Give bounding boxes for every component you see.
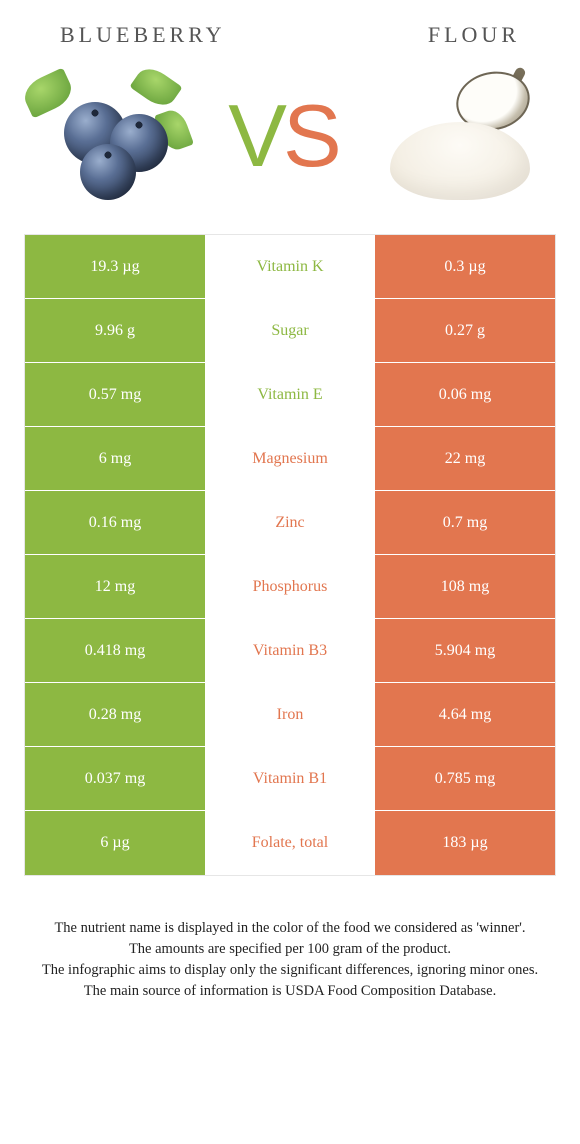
nutrient-row: 9.96 gSugar0.27 g <box>25 299 555 363</box>
left-value-cell: 19.3 µg <box>25 235 205 298</box>
footnote-line: The infographic aims to display only the… <box>24 960 556 981</box>
right-value-cell: 0.3 µg <box>375 235 555 298</box>
right-value-cell: 0.27 g <box>375 299 555 362</box>
nutrient-row: 0.16 mgZinc0.7 mg <box>25 491 555 555</box>
nutrient-row: 0.037 mgVitamin B10.785 mg <box>25 747 555 811</box>
right-food-title: FLOUR <box>428 22 520 48</box>
nutrient-label-cell: Phosphorus <box>205 555 375 618</box>
right-value-cell: 5.904 mg <box>375 619 555 682</box>
right-value-cell: 0.06 mg <box>375 363 555 426</box>
hero-section: V S <box>0 58 580 234</box>
nutrient-row: 0.28 mgIron4.64 mg <box>25 683 555 747</box>
nutrient-label-cell: Magnesium <box>205 427 375 490</box>
blueberry-illustration <box>18 66 198 206</box>
right-value-cell: 108 mg <box>375 555 555 618</box>
footnote-line: The nutrient name is displayed in the co… <box>24 918 556 939</box>
left-value-cell: 12 mg <box>25 555 205 618</box>
nutrient-label-cell: Vitamin K <box>205 235 375 298</box>
nutrient-comparison-table: 19.3 µgVitamin K0.3 µg9.96 gSugar0.27 g0… <box>24 234 556 876</box>
flour-illustration <box>368 66 548 206</box>
nutrient-label-cell: Vitamin B1 <box>205 747 375 810</box>
nutrient-row: 6 µgFolate, total183 µg <box>25 811 555 875</box>
left-value-cell: 9.96 g <box>25 299 205 362</box>
vs-letter-s: S <box>283 92 338 180</box>
right-value-cell: 0.7 mg <box>375 491 555 554</box>
right-value-cell: 4.64 mg <box>375 683 555 746</box>
right-value-cell: 0.785 mg <box>375 747 555 810</box>
left-value-cell: 0.57 mg <box>25 363 205 426</box>
left-value-cell: 6 mg <box>25 427 205 490</box>
footnote-line: The main source of information is USDA F… <box>24 981 556 1002</box>
left-value-cell: 0.037 mg <box>25 747 205 810</box>
left-value-cell: 0.418 mg <box>25 619 205 682</box>
right-value-cell: 22 mg <box>375 427 555 490</box>
nutrient-label-cell: Iron <box>205 683 375 746</box>
nutrient-label-cell: Vitamin B3 <box>205 619 375 682</box>
nutrient-row: 19.3 µgVitamin K0.3 µg <box>25 235 555 299</box>
left-value-cell: 6 µg <box>25 811 205 875</box>
vs-label: V S <box>228 92 337 180</box>
nutrient-row: 0.418 mgVitamin B35.904 mg <box>25 619 555 683</box>
nutrient-label-cell: Vitamin E <box>205 363 375 426</box>
left-food-title: BLUEBERRY <box>60 22 226 48</box>
nutrient-row: 6 mgMagnesium22 mg <box>25 427 555 491</box>
nutrient-row: 12 mgPhosphorus108 mg <box>25 555 555 619</box>
left-value-cell: 0.28 mg <box>25 683 205 746</box>
right-value-cell: 183 µg <box>375 811 555 875</box>
vs-letter-v: V <box>228 92 283 180</box>
footnote-line: The amounts are specified per 100 gram o… <box>24 939 556 960</box>
nutrient-label-cell: Sugar <box>205 299 375 362</box>
header-row: BLUEBERRY FLOUR <box>0 0 580 58</box>
footnote-block: The nutrient name is displayed in the co… <box>24 918 556 1002</box>
nutrient-label-cell: Folate, total <box>205 811 375 875</box>
nutrient-row: 0.57 mgVitamin E0.06 mg <box>25 363 555 427</box>
left-value-cell: 0.16 mg <box>25 491 205 554</box>
nutrient-label-cell: Zinc <box>205 491 375 554</box>
